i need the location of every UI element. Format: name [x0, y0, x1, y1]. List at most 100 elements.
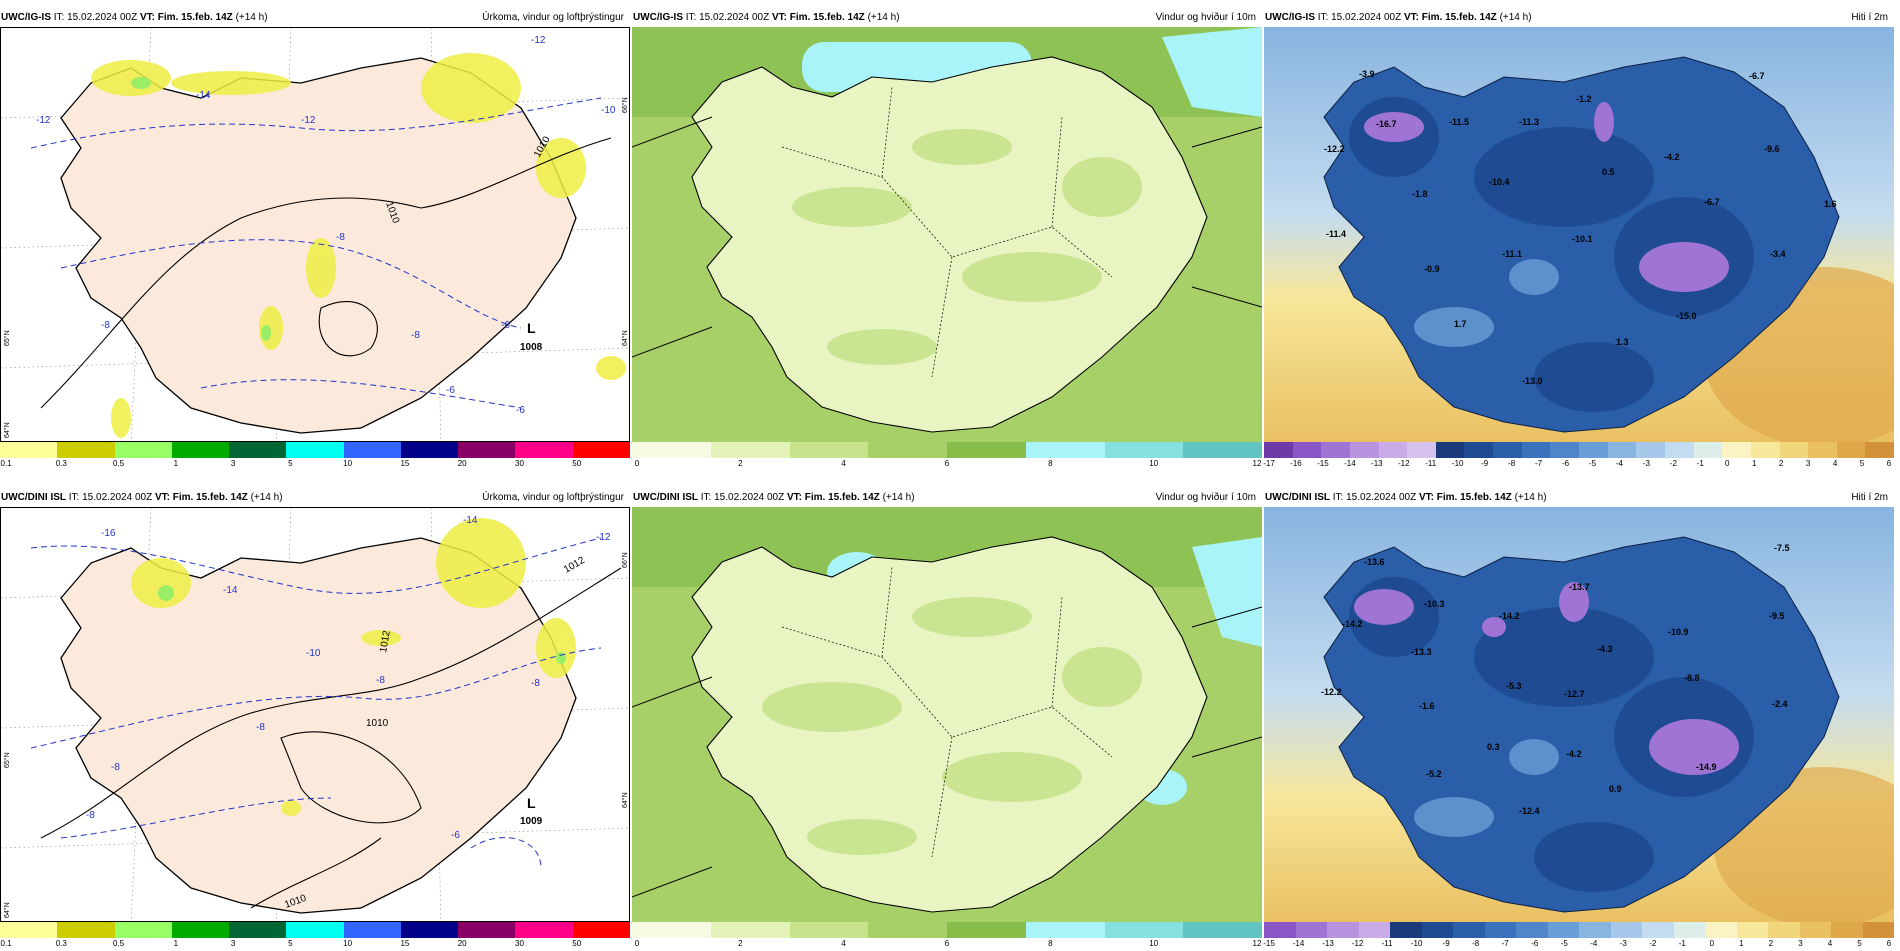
svg-text:-5.3: -5.3	[1506, 681, 1522, 691]
colorbar-tick-label: 1	[1751, 459, 1757, 468]
svg-text:-9.5: -9.5	[1769, 611, 1785, 621]
colorbar-segment	[1722, 442, 1751, 458]
colorbar-segment	[1516, 922, 1548, 938]
colorbar-tick-label: -2	[1649, 939, 1657, 948]
isobar-label: 1012	[378, 629, 393, 653]
colorbar-segment	[1349, 442, 1379, 458]
colorbar-segment	[1607, 442, 1637, 458]
colorbar-segment	[1104, 442, 1184, 458]
wind-colorbar	[632, 442, 1262, 458]
colorbar-segment	[710, 922, 790, 938]
model-name: UWC/DINI ISL	[633, 492, 698, 503]
svg-text:-14.9: -14.9	[1696, 762, 1717, 772]
colorbar-segment	[1435, 442, 1465, 458]
colorbar-segment	[1779, 442, 1809, 458]
colorbar-segment	[114, 922, 172, 938]
colorbar-tick-label: -9	[1481, 459, 1489, 468]
svg-text:-14.2: -14.2	[1499, 611, 1520, 621]
colorbar-tick-label: 4	[841, 459, 846, 468]
temp-label: -6	[446, 385, 455, 396]
svg-text:1.7: 1.7	[1454, 319, 1467, 329]
colorbar-tick-label: -1	[1696, 459, 1704, 468]
svg-text:0.3: 0.3	[1487, 742, 1500, 752]
colorbar-segment	[171, 922, 230, 938]
precip-panel-top: UWC/IG-IS IT: 15.02.2024 00Z VT: Fim. 15…	[0, 10, 630, 470]
panel-title: Hiti í 2m	[1851, 492, 1888, 503]
precip-colorbar	[0, 922, 630, 938]
colorbar-tick-label: -14	[1292, 939, 1305, 948]
panel-header: UWC/DINI ISL IT: 15.02.2024 00Z VT: Fim.…	[632, 490, 1262, 506]
colorbar-tick-label: 3	[1805, 459, 1811, 468]
colorbar-tick-label: 2	[738, 939, 743, 948]
lead-time: (+14 h)	[867, 12, 900, 23]
colorbar-segment	[1295, 922, 1327, 938]
precip-map: 1012 1012 1010 1010 -16 -14 -12 -14 -10 …	[0, 507, 630, 922]
precip-cores	[131, 77, 271, 341]
temp-values: -13.6 -7.5 -14.2 -10.3 -13.7 -14.2 -9.5 …	[1321, 543, 1790, 816]
svg-text:-7.5: -7.5	[1774, 543, 1790, 553]
colorbar-tick-label: 12	[1252, 939, 1262, 948]
colorbar-segment	[229, 922, 287, 938]
colorbar-tick-label: 10	[1149, 939, 1159, 948]
model-name: UWC/IG-IS	[1265, 12, 1315, 23]
colorbar-tick-label: 30	[515, 459, 524, 468]
colorbar-tick-label: -9	[1442, 939, 1450, 948]
svg-text:-9.6: -9.6	[1764, 144, 1780, 154]
low-pressure-value: 1009	[520, 816, 543, 827]
colorbar-segment	[0, 922, 58, 938]
colorbar-tick-label: 0.1	[0, 939, 12, 948]
colorbar-tick-label: 50	[572, 939, 582, 948]
colorbar-tick-label: 5	[288, 459, 293, 468]
colorbar-tick-label: 20	[457, 459, 467, 468]
init-time: 15.02.2024 00Z	[1331, 12, 1402, 23]
lead-time: (+14 h)	[1514, 492, 1547, 503]
colorbar-tick-label: 2	[1768, 939, 1774, 948]
colorbar-segment	[868, 922, 947, 938]
colorbar-tick-label: 5	[288, 939, 293, 948]
temp-label: -14	[463, 515, 478, 526]
panel-title: Vindur og hviður í 10m	[1155, 12, 1256, 23]
svg-text:-12.7: -12.7	[1564, 689, 1585, 699]
colorbar-segment	[1547, 922, 1579, 938]
colorbar-tick-label: 2	[738, 459, 743, 468]
colorbar-tick-label: 10	[343, 939, 353, 948]
temp-label: -8	[411, 330, 420, 341]
svg-text:64°N: 64°N	[3, 422, 11, 438]
svg-text:-1.6: -1.6	[1419, 701, 1435, 711]
isobar-label: 1010	[366, 718, 389, 729]
colorbar-segment	[710, 442, 790, 458]
colorbar-segment	[1025, 922, 1105, 938]
svg-text:64°N: 64°N	[621, 792, 629, 808]
svg-text:-1.8: -1.8	[1412, 189, 1428, 199]
svg-text:-4.2: -4.2	[1664, 152, 1680, 162]
svg-text:-5.2: -5.2	[1426, 769, 1442, 779]
colorbar-segment	[1579, 442, 1608, 458]
precip-colorbar	[0, 442, 630, 458]
svg-text:-11.3: -11.3	[1519, 117, 1539, 127]
temp-panel-top: UWC/IG-IS IT: 15.02.2024 00Z VT: Fim. 15…	[1263, 10, 1895, 470]
lead-time: (+14 h)	[1499, 12, 1532, 23]
colorbar-tick-label: -13	[1322, 939, 1334, 948]
colorbar-tick-label: 3	[1798, 939, 1803, 948]
colorbar-segment	[1865, 442, 1895, 458]
colorbar-segment	[1636, 442, 1665, 458]
colorbar-tick-label: 10	[343, 459, 353, 468]
svg-text:-4.2: -4.2	[1566, 749, 1582, 759]
iceland-landmass	[691, 56, 1208, 433]
svg-text:64°N: 64°N	[621, 330, 629, 346]
temp-label: -14	[196, 90, 211, 101]
colorbar-tick-label: 10	[1149, 459, 1159, 468]
precip-colorbar-ticks: 0.1 0.3 0.5 1 3 5 10 15 20 30 50	[0, 459, 630, 471]
colorbar-segment	[868, 442, 947, 458]
colorbar-tick-label: 50	[572, 459, 582, 468]
svg-text:1.6: 1.6	[1824, 199, 1837, 209]
colorbar-tick-label: -6	[1531, 939, 1539, 948]
colorbar-segment	[1183, 442, 1262, 458]
colorbar-segment	[458, 922, 516, 938]
panel-title: Vindur og hviður í 10m	[1155, 492, 1256, 503]
colorbar-tick-label: -15	[1317, 459, 1329, 468]
colorbar-segment	[572, 442, 630, 458]
temp-colorbar	[1264, 442, 1895, 458]
colorbar-tick-label: -12	[1351, 939, 1364, 948]
svg-text:-13.7: -13.7	[1569, 582, 1590, 592]
